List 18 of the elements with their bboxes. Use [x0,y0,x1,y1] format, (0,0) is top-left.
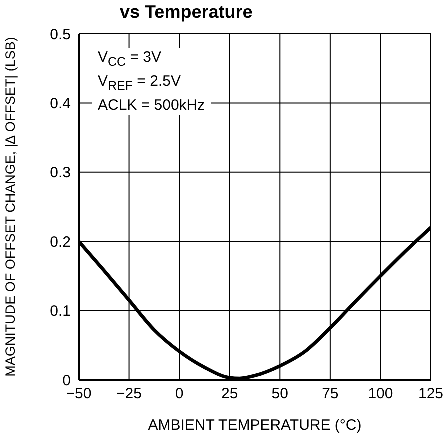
x-axis-title: AMBIENT TEMPERATURE (°C) [148,417,362,434]
annotation: V$_{CC}$ = 3V [98,48,163,71]
x-tick-label: 125 [418,386,444,403]
y-axis-title: MAGNITUDE OF OFFSET CHANGE, |∆ OFFSET| (LSB) [2,37,18,377]
y-tick-label: 0.5 [50,26,71,44]
annotation: ACLK = 500kHz [98,96,206,115]
annotation: V$_{REF}$ = 2.5V [98,72,182,95]
x-tick-label: 50 [272,386,288,403]
x-tick-label: 25 [222,386,238,403]
x-tick-label: 0 [175,386,184,403]
y-tick-label: 0.3 [50,164,71,182]
y-tick-label: 0.2 [50,234,71,251]
chart-title: vs Temperature [120,2,253,23]
x-tick-label: 100 [368,386,394,403]
x-tick-label: 75 [322,386,339,403]
x-tick-label: −25 [116,386,142,403]
y-tick-label: 0.1 [50,303,71,320]
y-tick-label: 0.4 [50,96,71,113]
